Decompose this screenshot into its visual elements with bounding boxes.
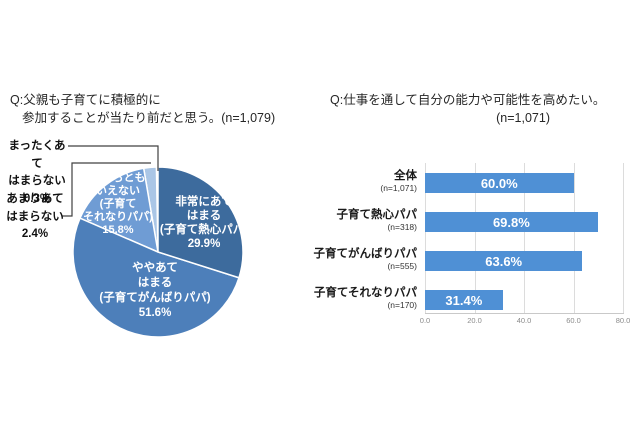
gridline-20.0 — [474, 163, 476, 313]
x-tick-label: 0.0 — [419, 316, 431, 325]
bar-category-labels: 全体 (n=1,071) 子育て熱心パパ (n=318) 子育てがんばりパパ (n=555… — [308, 163, 420, 313]
x-tick-label: 20.0 — [467, 316, 482, 325]
bar-3: 31.4% — [425, 290, 503, 310]
pie-slice-1 — [72, 217, 240, 338]
pie-chart-title: Q:父親も子育てに積極的に 参加することが当たり前だと思う。(n=1,079) — [10, 91, 320, 127]
bar-value-label: 60.0% — [480, 175, 518, 191]
bar-0: 60.0% — [425, 173, 574, 193]
leader-line-0.3pct — [68, 145, 159, 171]
bar-category-n: (n=555) — [387, 261, 417, 271]
bar-category-name: 子育て熱心パパ — [336, 209, 418, 221]
bar-chart-title: Q:仕事を通して自分の能力や可能性を高めたい。 (n=1,071) — [330, 91, 612, 127]
bar-category-1: 子育て熱心パパ (n=318) — [337, 209, 418, 233]
pie-callout-label-not-much: あまりあて はまらない 2.4% — [6, 193, 64, 240]
gridline-40.0 — [524, 163, 525, 313]
bar-category-n: (n=318) — [387, 222, 417, 232]
pie-slice-2 — [79, 167, 159, 253]
pie-title-line1: Q:父親も子育てに積極的に — [10, 93, 161, 107]
x-tick-label: 60.0 — [566, 316, 581, 325]
bar-category-n: (n=170) — [387, 300, 417, 310]
x-tick-label: 80.0 — [615, 316, 631, 325]
bar-2: 63.6% — [425, 251, 583, 271]
bar-category-2: 子育てがんばりパパ (n=555) — [314, 248, 418, 272]
bar-category-name: 子育てそれなりパパ — [313, 287, 417, 299]
pie-slice-0 — [157, 166, 244, 279]
x-axis-line — [425, 313, 624, 314]
bar-category-0: 全体 (n=1,071) — [380, 170, 417, 194]
bar-1: 69.8% — [425, 212, 598, 232]
bar-value-label: 31.4% — [445, 292, 483, 308]
leader-line-2.4pct — [62, 162, 151, 217]
bar-category-name: 子育てがんばりパパ — [313, 248, 418, 260]
gridline-80.0 — [623, 163, 624, 313]
pie-title-line2: 参加することが当たり前だと思う。(n=1,079) — [22, 111, 276, 125]
bar-title-line2: (n=1,071) — [496, 111, 550, 125]
pie-callout-label-not-at-all: まったくあて はまらない 0.3% — [8, 140, 66, 205]
gridline-0.0 — [425, 163, 426, 313]
x-tick-label: 40.0 — [516, 316, 532, 325]
bar-chart-plot-area: 0.0 20.0 40.0 60.0 80.0 60.0% 69.8% 63.6% 31.4% — [420, 163, 630, 325]
bar-category-name: 全体 — [394, 170, 417, 182]
bar-category-3: 子育てそれなりパパ (n=170) — [314, 287, 417, 311]
bar-category-n: (n=1,071) — [380, 183, 417, 193]
bar-value-label: 69.8% — [492, 214, 530, 230]
pie-chart — [62, 145, 244, 338]
bar-value-label: 63.6% — [485, 253, 523, 269]
bar-title-line1: Q:仕事を通して自分の能力や可能性を高めたい。 — [330, 93, 606, 107]
gridline-60.0 — [573, 163, 575, 313]
